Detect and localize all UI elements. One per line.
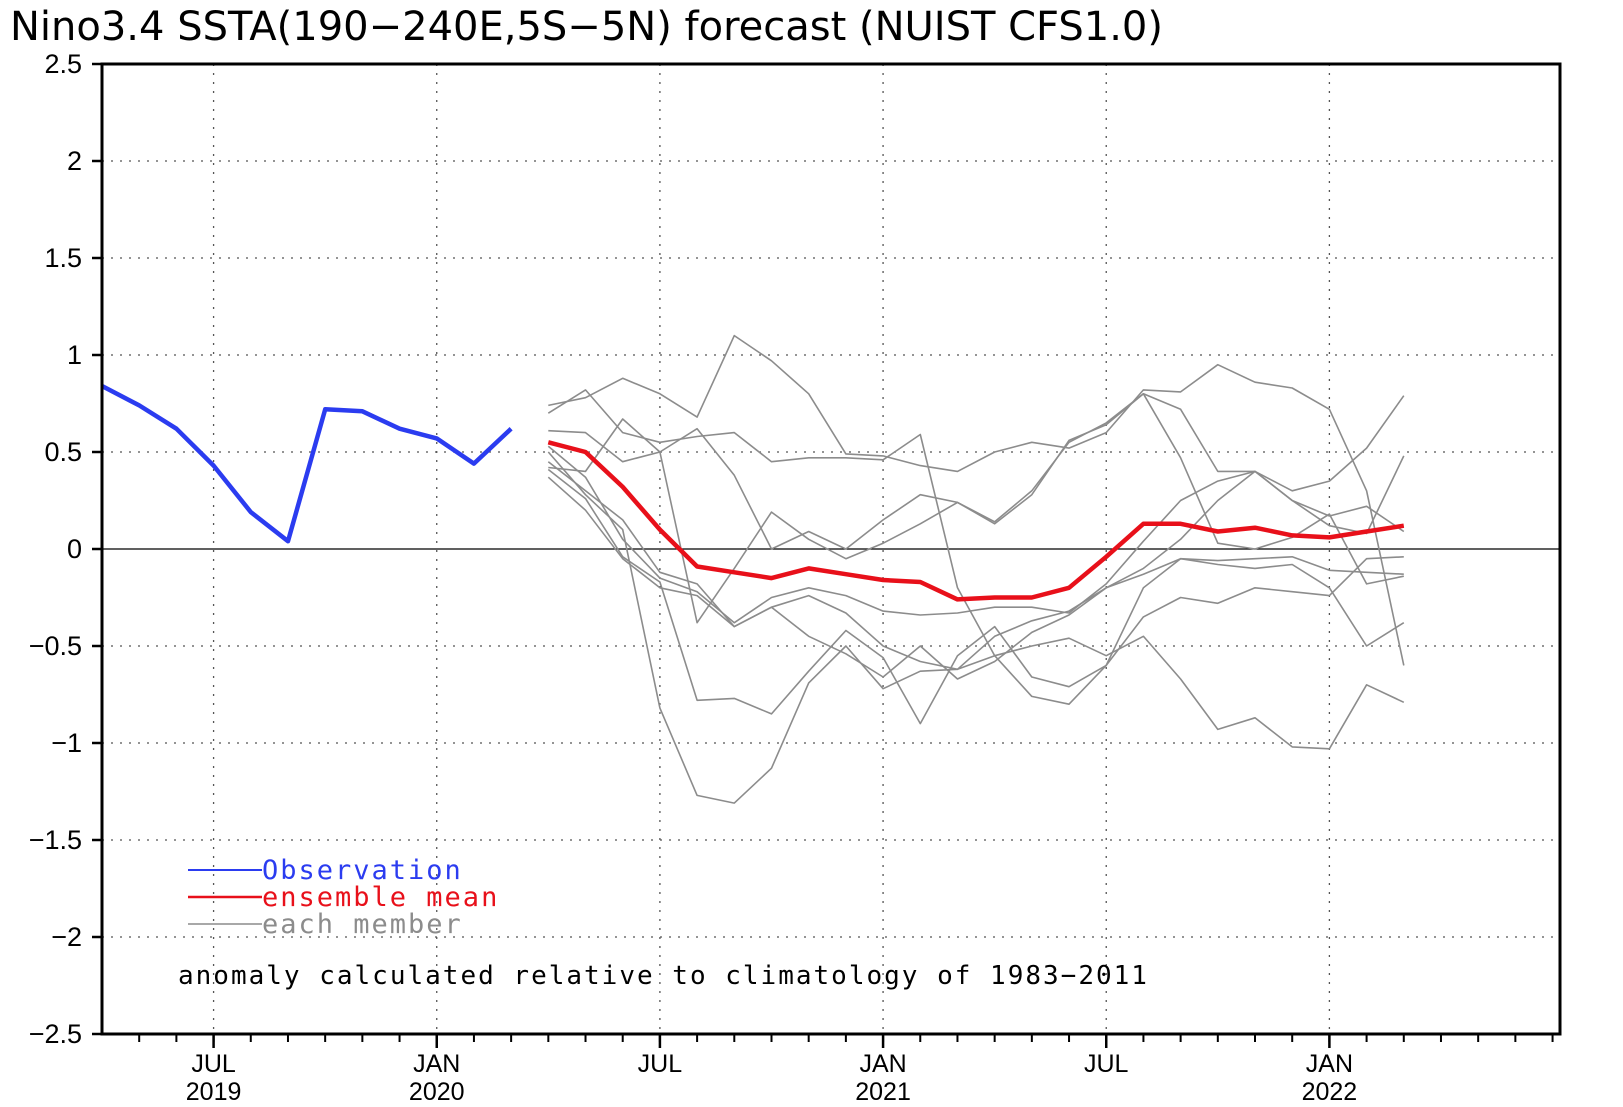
member-series-line [547, 455, 1405, 671]
y-tick-label: 0.5 [44, 437, 82, 467]
member-series-line [547, 461, 1404, 680]
observation-line [100, 384, 513, 544]
x-tick-month-label: JUL [1084, 1050, 1129, 1078]
x-tick-month-label: JAN [413, 1050, 460, 1078]
legend-label: Observation [262, 855, 463, 886]
member-series-line [548, 334, 1405, 666]
x-tick-month-label: JUL [191, 1050, 236, 1078]
y-tick-label: −0.5 [29, 631, 82, 661]
x-tick-year-label: 2021 [855, 1078, 911, 1106]
y-tick-label: 2.5 [44, 49, 82, 79]
ensemble-mean-line [547, 440, 1405, 602]
y-axis-ticks: 2.5 2 1.5 1 0.5 0 −0.5 −1 −1.5 −2 −2.5 [29, 49, 102, 1049]
y-tick-label: −2 [51, 922, 82, 952]
legend-label: each member [262, 909, 463, 940]
y-tick-label: 2 [67, 146, 82, 176]
x-tick-month-label: JUL [638, 1050, 683, 1078]
x-tick-month-label: JAN [859, 1050, 906, 1078]
member-lines [547, 334, 1405, 804]
legend-label: ensemble mean [262, 882, 499, 913]
x-tick-month-label: JAN [1306, 1050, 1353, 1078]
chart-title: Nino3.4 SSTA(190−240E,5S−5N) forecast (N… [10, 4, 1163, 50]
member-series-line [547, 389, 1404, 706]
y-tick-label: −1 [51, 728, 82, 758]
y-tick-label: 1 [67, 340, 82, 370]
y-tick-label: −1.5 [29, 825, 82, 855]
y-tick-label: −2.5 [29, 1019, 82, 1049]
x-tick-year-label: 2019 [186, 1078, 242, 1106]
x-tick-year-label: 2020 [409, 1078, 465, 1106]
climatology-note: anomaly calculated relative to climatolo… [178, 961, 1149, 991]
member-series-line [547, 451, 1405, 804]
member-series-line [547, 395, 1405, 624]
member-series-line [548, 392, 1404, 624]
x-tick-year-label: 2022 [1302, 1078, 1358, 1106]
y-tick-label: 1.5 [44, 243, 82, 273]
member-series-line [547, 468, 1405, 725]
y-tick-label: 0 [67, 534, 82, 564]
